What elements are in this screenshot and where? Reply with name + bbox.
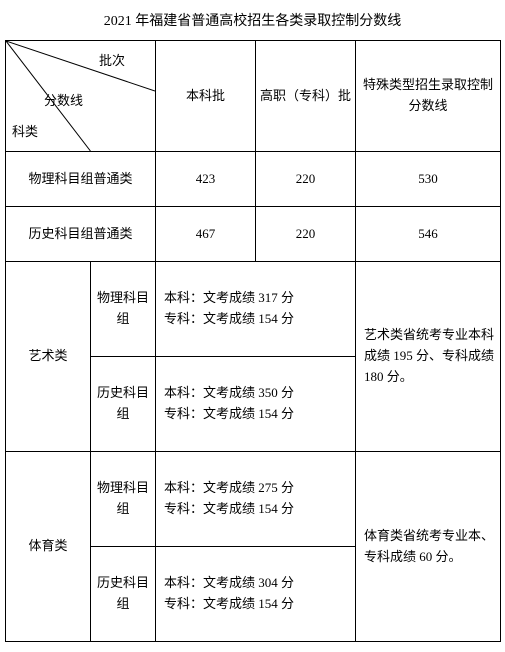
row-hist-general: 历史科目组普通类 467 220 546 bbox=[6, 207, 501, 262]
sport-phys-scores: 本科：文考成绩 275 分 专科：文考成绩 154 分 bbox=[156, 452, 356, 547]
header-fenshuxian: 分数线 bbox=[44, 91, 83, 112]
hist-teshu: 546 bbox=[356, 207, 501, 262]
art-phys-group: 物理科目组 bbox=[91, 262, 156, 357]
label-art: 艺术类 bbox=[6, 262, 91, 452]
label-hist-general: 历史科目组普通类 bbox=[6, 207, 156, 262]
col-gaozhi: 高职（专科）批 bbox=[256, 41, 356, 152]
header-row: 批次 分数线 科类 本科批 高职（专科）批 特殊类型招生录取控制分数线 bbox=[6, 41, 501, 152]
art-right: 艺术类省统考专业本科成绩 195 分、专科成绩 180 分。 bbox=[356, 262, 501, 452]
label-phys-general: 物理科目组普通类 bbox=[6, 152, 156, 207]
phys-benke: 423 bbox=[156, 152, 256, 207]
phys-teshu: 530 bbox=[356, 152, 501, 207]
sport-hist-group: 历史科目组 bbox=[91, 547, 156, 642]
page-title: 2021 年福建省普通高校招生各类录取控制分数线 bbox=[5, 10, 500, 30]
row-art-phys: 艺术类 物理科目组 本科：文考成绩 317 分 专科：文考成绩 154 分 艺术… bbox=[6, 262, 501, 357]
row-sport-phys: 体育类 物理科目组 本科：文考成绩 275 分 专科：文考成绩 154 分 体育… bbox=[6, 452, 501, 547]
sport-phys-group: 物理科目组 bbox=[91, 452, 156, 547]
diagonal-header-cell: 批次 分数线 科类 bbox=[6, 41, 156, 152]
header-pici: 批次 bbox=[99, 51, 125, 72]
art-hist-group: 历史科目组 bbox=[91, 357, 156, 452]
art-phys-scores: 本科：文考成绩 317 分 专科：文考成绩 154 分 bbox=[156, 262, 356, 357]
score-table: 批次 分数线 科类 本科批 高职（专科）批 特殊类型招生录取控制分数线 物理科目… bbox=[5, 40, 501, 642]
phys-gaozhi: 220 bbox=[256, 152, 356, 207]
sport-right: 体育类省统考专业本、专科成绩 60 分。 bbox=[356, 452, 501, 642]
hist-benke: 467 bbox=[156, 207, 256, 262]
hist-gaozhi: 220 bbox=[256, 207, 356, 262]
header-kelei: 科类 bbox=[12, 122, 38, 143]
row-phys-general: 物理科目组普通类 423 220 530 bbox=[6, 152, 501, 207]
col-benke: 本科批 bbox=[156, 41, 256, 152]
label-sport: 体育类 bbox=[6, 452, 91, 642]
col-teshu: 特殊类型招生录取控制分数线 bbox=[356, 41, 501, 152]
sport-hist-scores: 本科：文考成绩 304 分 专科：文考成绩 154 分 bbox=[156, 547, 356, 642]
art-hist-scores: 本科：文考成绩 350 分 专科：文考成绩 154 分 bbox=[156, 357, 356, 452]
